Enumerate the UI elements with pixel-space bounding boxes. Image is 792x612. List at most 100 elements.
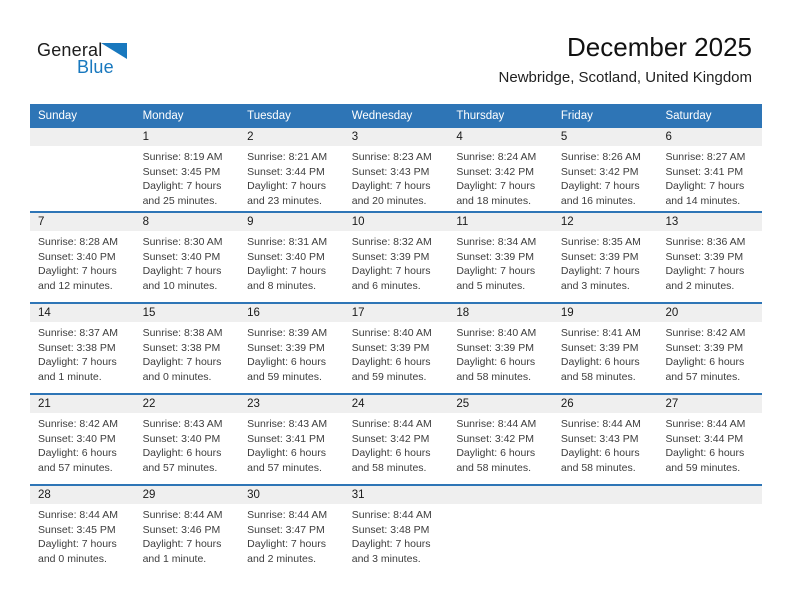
sunset-text: Sunset: 3:39 PM bbox=[665, 250, 744, 263]
logo-text-general: General bbox=[37, 40, 103, 60]
calendar-day-cell: 18 Sunrise: 8:40 AM Sunset: 3:39 PM Dayligh… bbox=[448, 304, 553, 393]
calendar-day-cell: 15 Sunrise: 8:38 AM Sunset: 3:38 PM Dayligh… bbox=[135, 304, 240, 393]
sunset-text: Sunset: 3:45 PM bbox=[142, 165, 221, 178]
day-number: 6 bbox=[665, 131, 672, 143]
day-number: 31 bbox=[351, 489, 365, 501]
calendar-day-cell: 22 Sunrise: 8:43 AM Sunset: 3:40 PM Dayligh… bbox=[135, 395, 240, 484]
sunrise-text: Sunrise: 8:36 AM bbox=[665, 236, 746, 248]
calendar-day-cell: 11 Sunrise: 8:34 AM Sunset: 3:39 PM Dayligh… bbox=[448, 213, 553, 302]
day-number: 23 bbox=[247, 398, 260, 410]
calendar-day-cell: 25 Sunrise: 8:44 AM Sunset: 3:42 PM Dayligh… bbox=[448, 395, 553, 484]
daylight-text-continued: and 57 minutes. bbox=[247, 461, 322, 474]
sunset-text: Sunset: 3:42 PM bbox=[560, 165, 639, 178]
day-number: 5 bbox=[560, 131, 568, 143]
sunrise-text: Sunrise: 8:42 AM bbox=[38, 418, 118, 430]
sunrise-text: Sunrise: 8:37 AM bbox=[38, 327, 118, 339]
calendar-day-cell: 8 Sunrise: 8:30 AM Sunset: 3:40 PM Daylight… bbox=[135, 213, 240, 302]
calendar-day-cell: 9 Sunrise: 8:31 AM Sunset: 3:40 PM Daylight… bbox=[239, 213, 344, 302]
day-number: 25 bbox=[456, 398, 470, 410]
daylight-text: Daylight: 7 hours bbox=[38, 538, 117, 551]
weekday-header-wednesday: Wednesday bbox=[351, 110, 413, 122]
sunset-text: Sunset: 3:46 PM bbox=[142, 523, 221, 536]
day-number: 7 bbox=[38, 216, 45, 228]
weekday-header-friday: Friday bbox=[560, 110, 593, 122]
logo-text-blue: Blue bbox=[77, 57, 114, 77]
daylight-text-continued: and 59 minutes. bbox=[665, 461, 741, 474]
calendar-week-row: 28 Sunrise: 8:44 AM Sunset: 3:45 PM Dayligh… bbox=[30, 484, 762, 575]
sunrise-text: Sunrise: 8:41 AM bbox=[560, 327, 641, 339]
sunrise-text: Sunrise: 8:40 AM bbox=[351, 327, 432, 339]
daylight-text: Daylight: 7 hours bbox=[142, 356, 222, 369]
day-number: 13 bbox=[665, 216, 679, 228]
calendar-day-cell: 3 Sunrise: 8:23 AM Sunset: 3:43 PM Daylight… bbox=[344, 128, 449, 211]
day-number: 29 bbox=[142, 489, 156, 501]
sunset-text: Sunset: 3:41 PM bbox=[665, 165, 744, 178]
daylight-text-continued: and 3 minutes. bbox=[560, 279, 630, 292]
sunset-text: Sunset: 3:40 PM bbox=[142, 432, 221, 445]
calendar-week-row: 1 Sunrise: 8:19 AM Sunset: 3:45 PM Daylight… bbox=[30, 128, 762, 211]
day-number: 2 bbox=[247, 131, 254, 143]
calendar-day-cell: 7 Sunrise: 8:28 AM Sunset: 3:40 PM Daylight… bbox=[30, 213, 135, 302]
title-block: December 2025 Newbridge, Scotland, Unite… bbox=[499, 32, 752, 87]
sunset-text: Sunset: 3:39 PM bbox=[351, 250, 430, 263]
calendar-table: Sunday Monday Tuesday Wednesday Thursday… bbox=[30, 104, 762, 575]
sunset-text: Sunset: 3:42 PM bbox=[456, 432, 534, 445]
calendar-empty-cell bbox=[448, 486, 553, 575]
calendar-day-cell: 28 Sunrise: 8:44 AM Sunset: 3:45 PM Dayligh… bbox=[30, 486, 135, 575]
sunrise-text: Sunrise: 8:31 AM bbox=[247, 236, 328, 248]
calendar-grid: 1 Sunrise: 8:19 AM Sunset: 3:45 PM Daylight… bbox=[30, 128, 762, 575]
sunrise-text: Sunrise: 8:35 AM bbox=[560, 236, 641, 248]
sunrise-text: Sunrise: 8:28 AM bbox=[38, 236, 118, 248]
daylight-text: Daylight: 6 hours bbox=[247, 356, 326, 369]
sunrise-text: Sunrise: 8:24 AM bbox=[456, 151, 537, 163]
sunrise-text: Sunrise: 8:44 AM bbox=[142, 509, 223, 521]
daylight-text-continued: and 1 minute. bbox=[38, 370, 102, 383]
daylight-text: Daylight: 6 hours bbox=[351, 447, 431, 460]
calendar-day-cell: 21 Sunrise: 8:42 AM Sunset: 3:40 PM Dayligh… bbox=[30, 395, 135, 484]
sunset-text: Sunset: 3:38 PM bbox=[38, 341, 116, 354]
day-number: 10 bbox=[351, 216, 365, 228]
daylight-text-continued: and 3 minutes. bbox=[351, 552, 421, 565]
sunrise-text: Sunrise: 8:30 AM bbox=[142, 236, 223, 248]
day-number: 20 bbox=[665, 307, 679, 319]
sunset-text: Sunset: 3:39 PM bbox=[560, 341, 639, 354]
daylight-text-continued: and 58 minutes. bbox=[560, 461, 636, 474]
sunrise-text: Sunrise: 8:42 AM bbox=[665, 327, 746, 339]
daylight-text-continued: and 58 minutes. bbox=[351, 461, 427, 474]
sunset-text: Sunset: 3:40 PM bbox=[142, 250, 221, 263]
daylight-text: Daylight: 7 hours bbox=[142, 538, 222, 551]
day-number: 27 bbox=[665, 398, 679, 410]
sunset-text: Sunset: 3:45 PM bbox=[38, 523, 116, 536]
sunset-text: Sunset: 3:39 PM bbox=[247, 341, 325, 354]
daylight-text: Daylight: 7 hours bbox=[665, 265, 745, 278]
daylight-text: Daylight: 6 hours bbox=[665, 356, 745, 369]
calendar-day-cell: 19 Sunrise: 8:41 AM Sunset: 3:39 PM Dayligh… bbox=[553, 304, 658, 393]
sunrise-text: Sunrise: 8:44 AM bbox=[351, 418, 432, 430]
daylight-text-continued: and 14 minutes. bbox=[665, 194, 741, 207]
day-number: 14 bbox=[38, 307, 51, 319]
calendar-day-cell: 4 Sunrise: 8:24 AM Sunset: 3:42 PM Daylight… bbox=[448, 128, 553, 211]
day-number: 18 bbox=[456, 307, 470, 319]
weekday-header-saturday: Saturday bbox=[665, 110, 712, 122]
daylight-text-continued: and 57 minutes. bbox=[38, 461, 113, 474]
day-number bbox=[665, 486, 756, 504]
daylight-text-continued: and 10 minutes. bbox=[142, 279, 218, 292]
daylight-text-continued: and 58 minutes. bbox=[456, 370, 532, 383]
sunset-text: Sunset: 3:42 PM bbox=[456, 165, 534, 178]
sunset-text: Sunset: 3:39 PM bbox=[456, 341, 534, 354]
calendar-day-cell: 13 Sunrise: 8:36 AM Sunset: 3:39 PM Dayligh… bbox=[657, 213, 762, 302]
sunrise-text: Sunrise: 8:44 AM bbox=[247, 509, 328, 521]
sunrise-text: Sunrise: 8:43 AM bbox=[247, 418, 328, 430]
daylight-text-continued: and 0 minutes. bbox=[142, 370, 212, 383]
day-number: 12 bbox=[560, 216, 574, 228]
daylight-text-continued: and 8 minutes. bbox=[247, 279, 317, 292]
sunset-text: Sunset: 3:44 PM bbox=[665, 432, 744, 445]
daylight-text: Daylight: 7 hours bbox=[38, 265, 117, 278]
calendar-day-cell: 26 Sunrise: 8:44 AM Sunset: 3:43 PM Dayligh… bbox=[553, 395, 658, 484]
daylight-text-continued: and 2 minutes. bbox=[665, 279, 735, 292]
sunset-text: Sunset: 3:39 PM bbox=[351, 341, 430, 354]
sunset-text: Sunset: 3:48 PM bbox=[351, 523, 430, 536]
daylight-text: Daylight: 7 hours bbox=[351, 180, 431, 193]
daylight-text: Daylight: 6 hours bbox=[665, 447, 745, 460]
sunset-text: Sunset: 3:42 PM bbox=[351, 432, 430, 445]
